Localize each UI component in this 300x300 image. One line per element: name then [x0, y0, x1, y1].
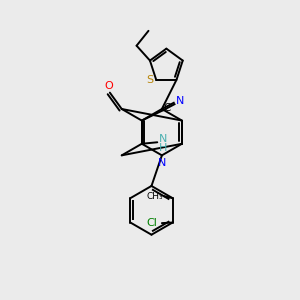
Text: N: N [158, 134, 167, 144]
Text: H: H [158, 142, 167, 153]
Text: C: C [163, 103, 170, 113]
Text: O: O [104, 81, 113, 91]
Text: S: S [146, 75, 153, 85]
Text: N: N [158, 158, 166, 168]
Text: Cl: Cl [146, 218, 157, 228]
Text: CH₃: CH₃ [146, 192, 163, 201]
Text: N: N [176, 96, 184, 106]
